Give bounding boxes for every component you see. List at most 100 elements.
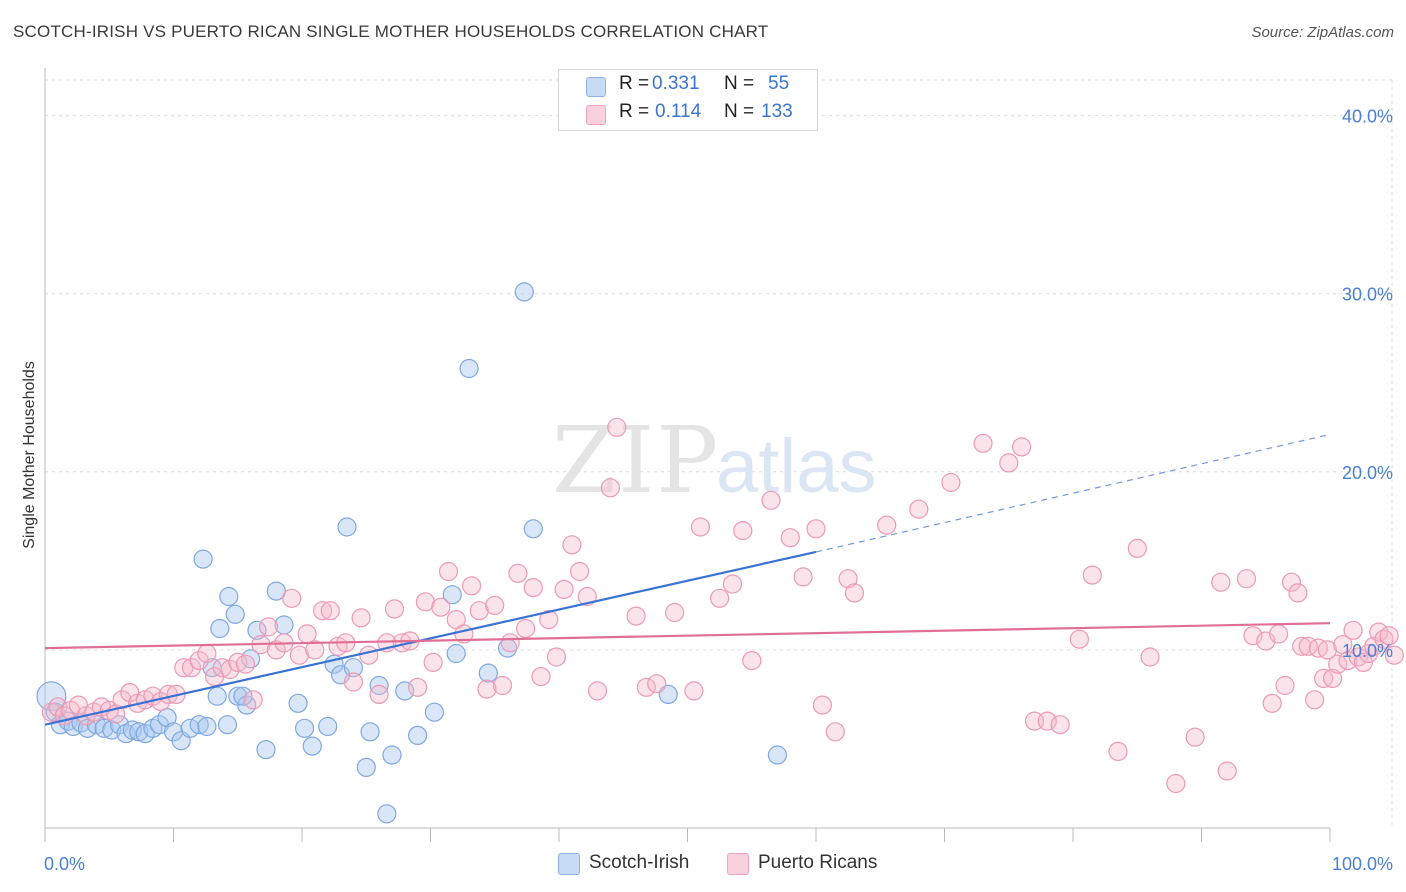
scotch-irish-point	[318, 716, 338, 737]
y-tick-label: 10.0%	[1342, 641, 1393, 661]
puerto-ricans-point	[1082, 565, 1102, 585]
puerto-ricans-point	[909, 499, 929, 519]
scotch-irish-point	[767, 745, 788, 765]
puerto-ricans-point	[742, 650, 762, 671]
scotch-irish-point	[129, 722, 149, 742]
legend-row-puerto-ricans: R = 0.114 N = 133	[559, 101, 817, 127]
puerto-ricans-point	[523, 577, 543, 598]
legend-label: Scotch-Irish	[589, 852, 690, 873]
puerto-ricans-point	[112, 690, 132, 710]
puerto-ricans-point	[806, 519, 826, 539]
puerto-ricans-point	[1343, 620, 1363, 640]
puerto-ricans-point	[636, 677, 657, 697]
puerto-ricans-point	[1374, 629, 1394, 649]
puerto-ricans-point	[189, 650, 209, 671]
puerto-ricans-point	[1322, 668, 1343, 689]
r-value: 0.331	[652, 73, 700, 94]
x-tick-label: 0.0%	[44, 854, 85, 874]
puerto-ricans-point	[415, 592, 435, 612]
puerto-ricans-point	[359, 645, 379, 665]
puerto-ricans-point	[259, 617, 279, 637]
puerto-ricans-point	[941, 472, 961, 493]
puerto-ricans-point	[780, 528, 800, 548]
legend-swatch-blue	[586, 77, 606, 97]
puerto-ricans-point	[626, 606, 646, 626]
puerto-ricans-point	[546, 647, 567, 667]
puerto-ricans-point	[1304, 690, 1325, 710]
series-scotch-irish	[36, 282, 788, 824]
puerto-ricans-point	[313, 601, 333, 621]
puerto-ricans-point	[1275, 675, 1295, 696]
puerto-ricans-point	[664, 602, 685, 623]
puerto-ricans-point	[877, 515, 897, 535]
scotch-irish-point	[478, 663, 498, 683]
axes	[44, 68, 1331, 842]
puerto-ricans-point	[343, 672, 363, 692]
puerto-ricans-point	[462, 576, 482, 596]
watermark-atlas: atlas	[716, 424, 877, 509]
puerto-ricans-point	[793, 567, 813, 587]
puerto-ricans-point	[999, 453, 1019, 473]
puerto-ricans-point	[1217, 761, 1237, 781]
puerto-ricans-point	[838, 569, 858, 589]
scotch-irish-point	[424, 702, 444, 722]
puerto-ricans-point	[181, 658, 202, 678]
puerto-ricans-point	[235, 654, 256, 674]
scotch-irish-point	[233, 686, 253, 706]
puerto-ricans-point	[305, 640, 325, 660]
puerto-ricans-point	[1011, 437, 1032, 457]
puerto-ricans-point	[1384, 645, 1404, 665]
puerto-ricans-point	[761, 490, 781, 510]
scotch-irish-point	[295, 718, 315, 738]
regression-extension-scotch-irish	[815, 433, 1331, 553]
grid-lines	[45, 79, 1393, 828]
puerto-ricans-point	[282, 588, 302, 608]
puerto-ricans-point	[408, 677, 428, 697]
scotch-irish-point	[210, 618, 230, 639]
puerto-ricans-point	[212, 658, 232, 678]
scotch-irish-point	[514, 282, 534, 302]
scotch-irish-point	[189, 715, 209, 735]
puerto-ricans-point	[469, 601, 489, 621]
scotch-irish-point	[122, 720, 142, 740]
puerto-ricans-point	[973, 433, 993, 453]
scotch-irish-point	[197, 716, 217, 737]
puerto-ricans-point	[647, 674, 667, 694]
scotch-irish-point	[94, 718, 114, 738]
puerto-ricans-point	[1108, 741, 1128, 762]
puerto-ricans-point	[562, 535, 582, 555]
n-label: N =	[724, 101, 755, 122]
puerto-ricans-point	[1166, 773, 1186, 794]
legend-row-scotch-irish: R = 0.331 N = 55	[559, 73, 817, 99]
n-value: 55	[768, 73, 790, 94]
puerto-ricans-point	[438, 561, 459, 582]
r-value: 0.114	[655, 101, 702, 122]
scotch-irish-point	[207, 686, 227, 706]
puerto-ricans-point	[684, 681, 704, 701]
puerto-ricans-point	[197, 643, 217, 664]
puerto-ricans-point	[1328, 654, 1348, 674]
puerto-ricans-point	[1379, 626, 1399, 646]
scotch-irish-point	[408, 725, 428, 746]
puerto-ricans-point	[1127, 538, 1147, 559]
puerto-ricans-point	[515, 618, 536, 639]
puerto-ricans-point	[1211, 572, 1231, 592]
r-label: R =	[619, 101, 650, 122]
regression-lines	[44, 433, 1331, 726]
puerto-ricans-point	[1288, 583, 1308, 603]
scotch-irish-point	[247, 620, 267, 640]
scotch-irish-point	[288, 693, 308, 713]
puerto-ricans-point	[384, 599, 405, 619]
puerto-ricans-point	[1268, 624, 1289, 644]
puerto-ricans-point	[297, 624, 317, 644]
scotch-irish-point	[395, 681, 415, 701]
puerto-ricans-point	[228, 652, 248, 673]
axis-labels: Single Mother Households 10.0% 20.0% 30.0% 4…	[21, 107, 1393, 874]
source-credit: Source: ZipAtlas.com	[1251, 24, 1394, 41]
y-axis-title: Single Mother Households	[21, 361, 38, 549]
puerto-ricans-point	[508, 563, 528, 583]
puerto-ricans-point	[539, 609, 559, 630]
puerto-ricans-point	[1348, 647, 1368, 667]
puerto-ricans-point	[554, 579, 574, 600]
puerto-ricans-point	[1281, 572, 1302, 592]
